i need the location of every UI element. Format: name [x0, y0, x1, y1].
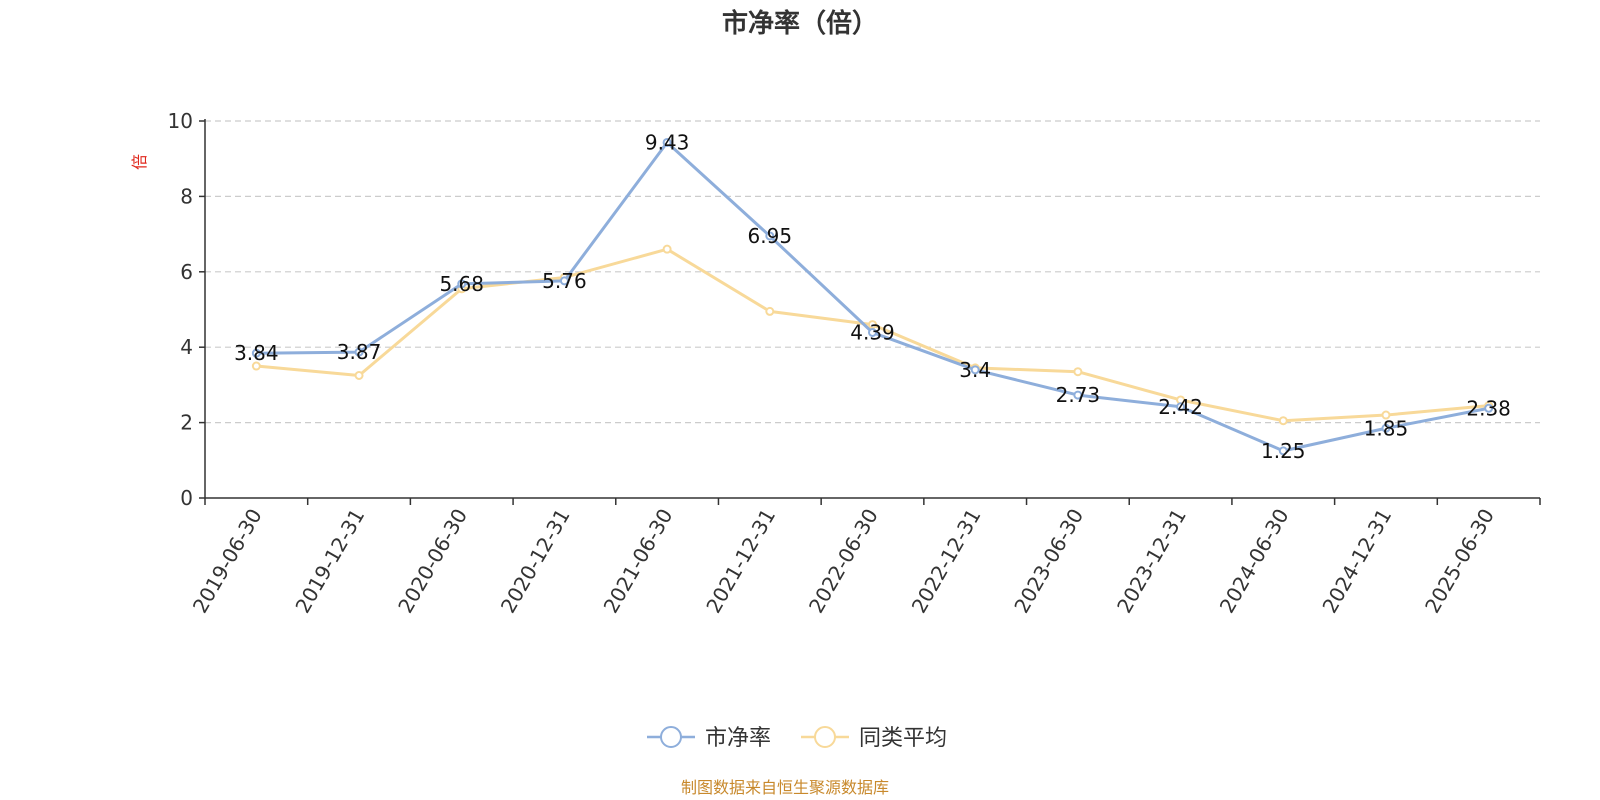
y-tick-label: 2 — [180, 411, 193, 435]
series-point[interactable] — [251, 348, 261, 358]
data-label: 1.25 — [1261, 439, 1306, 463]
data-label: 3.87 — [337, 340, 382, 364]
y-tick-label: 10 — [168, 109, 193, 133]
series-line — [256, 140, 1489, 453]
x-tick-label: 2020-06-30 — [393, 505, 472, 618]
series-point[interactable] — [251, 361, 261, 371]
series-point[interactable] — [1073, 367, 1083, 377]
x-tick-label: 2023-12-31 — [1112, 505, 1191, 618]
x-tick-label: 2019-06-30 — [188, 505, 267, 618]
x-tick-label: 2021-12-31 — [701, 505, 780, 618]
series-layer — [251, 137, 1494, 456]
x-tick-label: 2022-12-31 — [907, 505, 986, 618]
x-tick-label: 2019-12-31 — [290, 505, 369, 618]
data-label: 2.42 — [1158, 395, 1203, 419]
series-point[interactable] — [1381, 410, 1391, 420]
gridlines — [205, 120, 1540, 424]
series-point[interactable] — [662, 137, 672, 147]
series-point[interactable] — [1484, 403, 1494, 413]
y-tick-label: 8 — [180, 184, 193, 208]
x-tick-label: 2021-06-30 — [599, 505, 678, 618]
data-label: 5.68 — [439, 272, 484, 296]
legend-item[interactable]: 市净率 — [647, 726, 771, 751]
legend-label: 市净率 — [705, 726, 771, 751]
series-point[interactable] — [1381, 423, 1391, 433]
series-point[interactable] — [559, 276, 569, 286]
y-tick-label: 6 — [180, 260, 193, 284]
series-point[interactable] — [765, 306, 775, 316]
legend[interactable]: 市净率 同类平均 — [647, 726, 947, 751]
x-tick-label: 2024-06-30 — [1215, 505, 1294, 618]
x-tick-label: 2020-12-31 — [496, 505, 575, 618]
x-tick-label: 2023-06-30 — [1009, 505, 1088, 618]
series-point[interactable] — [354, 347, 364, 357]
series-point[interactable] — [868, 327, 877, 337]
series-point[interactable] — [457, 279, 467, 289]
legend-item[interactable]: 同类平均 — [801, 726, 947, 751]
y-tick-label: 4 — [180, 335, 193, 359]
data-labels: 3.84 3.87 5.68 5.76 9.43 6.95 4.39 3.4 2.73 2.42 1… — [234, 130, 1511, 462]
data-label: 3.84 — [234, 341, 279, 365]
source-footnote: 制图数据来自恒生聚源数据库 — [681, 778, 889, 797]
data-label: 5.76 — [542, 269, 587, 293]
data-label: 9.43 — [645, 130, 690, 154]
legend-label: 同类平均 — [859, 726, 947, 751]
series-point[interactable] — [1176, 402, 1186, 412]
series-point[interactable] — [662, 244, 672, 254]
y-tick-label: 0 — [180, 486, 193, 510]
legend-marker — [814, 726, 836, 748]
y-axis-unit-label: 倍 — [130, 154, 149, 170]
series-point[interactable] — [1278, 446, 1288, 456]
series-point[interactable] — [354, 370, 364, 380]
series-point[interactable] — [765, 231, 775, 241]
series-point[interactable] — [970, 365, 980, 375]
x-tick-label: 2025-06-30 — [1420, 505, 1499, 618]
data-label: 3.4 — [959, 358, 991, 382]
data-label: 1.85 — [1364, 416, 1409, 440]
series-point[interactable] — [1073, 390, 1083, 400]
data-label: 2.73 — [1056, 383, 1101, 407]
chart-title: 市净率（倍） — [722, 8, 878, 39]
x-tick-label: 2024-12-31 — [1317, 505, 1396, 618]
legend-marker — [660, 726, 682, 748]
data-label: 6.95 — [748, 224, 793, 248]
data-label: 2.38 — [1466, 396, 1511, 420]
x-tick-label: 2022-06-30 — [804, 505, 883, 618]
data-label: 4.39 — [850, 320, 895, 344]
series-point[interactable] — [1278, 416, 1288, 426]
